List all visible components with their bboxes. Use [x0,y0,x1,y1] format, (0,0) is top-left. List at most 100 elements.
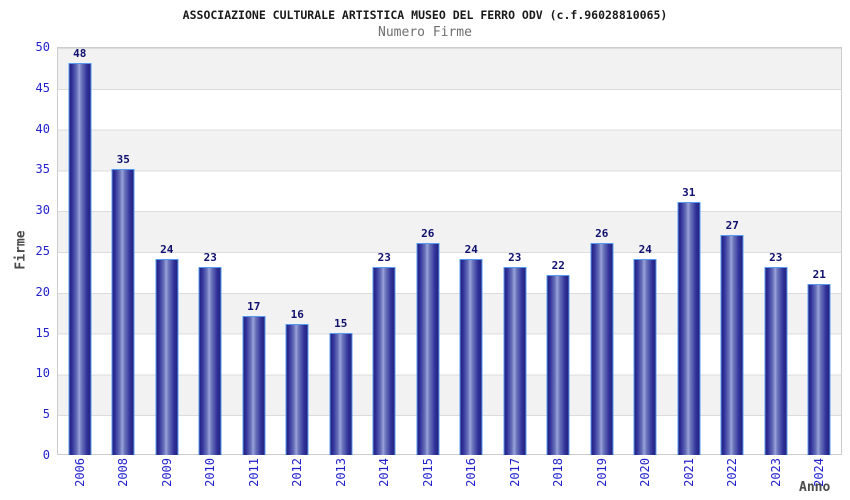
x-label-slot: 2017 [493,458,537,500]
x-axis-title: Anno [799,480,831,495]
bar-slot: 23 [493,47,537,455]
y-tick-label: 15 [35,325,50,340]
bar-slot: 48 [58,47,102,455]
bar-value-label: 27 [725,218,739,232]
chart-title: ASSOCIAZIONE CULTURALE ARTISTICA MUSEO D… [182,8,668,22]
bar [68,63,92,455]
bar-slot: 24 [624,47,668,455]
x-label-slot: 2012 [276,458,320,500]
bar [198,267,222,455]
bar-value-label: 48 [73,47,87,61]
bar [720,234,744,455]
x-label-slot: 2022 [711,458,755,500]
bar-value-label: 23 [377,251,391,265]
y-axis-title: Firme [13,230,29,270]
bar [111,169,135,455]
x-tick-label: 2012 [290,458,305,487]
bar [459,259,483,455]
x-tick-label: 2017 [507,458,522,487]
bar-slot: 17 [232,47,276,455]
y-tick-label: 40 [35,121,50,136]
y-tick-label: 10 [35,366,50,381]
bar [503,267,527,455]
bar-slot: 35 [102,47,146,455]
x-label-slot: 2019 [580,458,624,500]
bar [590,242,614,455]
chart-subtitle: Numero Firme [378,25,472,40]
bar-value-label: 35 [116,153,130,167]
x-tick-label: 2014 [377,458,392,487]
x-tick-label: 2018 [551,458,566,487]
x-label-slot: 2016 [450,458,494,500]
x-label-slot: 2015 [406,458,450,500]
bar-value-label: 23 [508,251,522,265]
x-label-slot: 2008 [102,458,146,500]
bar-value-label: 31 [682,186,696,200]
bar-value-label: 24 [464,243,478,257]
x-axis-labels: 2006 2008 2009 2010 2011 2012 2013 2014 2015 2016… [58,458,841,500]
x-label-slot: 2020 [624,458,668,500]
bar-slot: 31 [667,47,711,455]
bar-value-label: 15 [334,316,348,330]
x-tick-label: 2021 [681,458,696,487]
y-tick-label: 25 [35,244,50,258]
bar-value-label: 17 [247,300,261,314]
bar-slot: 27 [711,47,755,455]
bars-container: 48 35 24 23 17 16 15 23 26 24 23 22 26 24 31 27 23 21 [58,47,841,455]
x-tick-label: 2020 [638,458,653,487]
bar-value-label: 26 [421,226,435,240]
x-label-slot: 2009 [145,458,189,500]
bar-value-label: 21 [812,267,826,281]
bar-slot: 24 [450,47,494,455]
bar-slot: 26 [406,47,450,455]
bar [807,283,831,455]
x-tick-label: 2009 [159,458,174,487]
bar [155,259,179,455]
x-label-slot: 2013 [319,458,363,500]
x-tick-label: 2013 [333,458,348,487]
x-tick-label: 2016 [464,458,479,487]
bar-value-label: 26 [595,226,609,240]
bar-slot: 23 [754,47,798,455]
y-tick-label: 5 [42,407,50,422]
x-tick-label: 2006 [72,458,87,487]
plot-area [57,47,842,455]
x-tick-label: 2008 [116,458,131,487]
bar [633,259,657,455]
bar [546,275,570,455]
x-tick-label: 2022 [725,458,740,487]
bar [764,267,788,455]
x-tick-label: 2019 [594,458,609,487]
bar-slot: 22 [537,47,581,455]
bar-value-label: 24 [160,243,174,257]
y-tick-label: 0 [42,448,50,462]
y-axis-ticks: 0 5 10 15 20 25 30 35 40 45 50 [0,0,54,500]
x-label-slot: 2006 [58,458,102,500]
bar [677,202,701,455]
y-tick-label: 35 [35,162,50,177]
bar [372,267,396,455]
bar-slot: 26 [580,47,624,455]
bar-slot: 24 [145,47,189,455]
bar-slot: 21 [798,47,842,455]
bar-value-label: 24 [638,243,652,257]
bar-value-label: 23 [203,251,217,265]
bar-slot: 16 [276,47,320,455]
x-label-slot: 2018 [537,458,581,500]
y-tick-label: 45 [35,80,50,95]
x-label-slot: 2021 [667,458,711,500]
x-label-slot: 2023 [754,458,798,500]
x-tick-label: 2023 [768,458,783,487]
bar-value-label: 23 [769,251,783,265]
bar-slot: 15 [319,47,363,455]
bar [329,332,353,455]
bar [285,324,309,455]
bar-value-label: 16 [290,308,304,322]
y-tick-label: 30 [35,203,50,218]
x-tick-label: 2015 [420,458,435,487]
bar-value-label: 22 [551,259,565,273]
bar-slot: 23 [363,47,407,455]
x-tick-label: 2011 [246,458,261,487]
bar [242,316,266,455]
